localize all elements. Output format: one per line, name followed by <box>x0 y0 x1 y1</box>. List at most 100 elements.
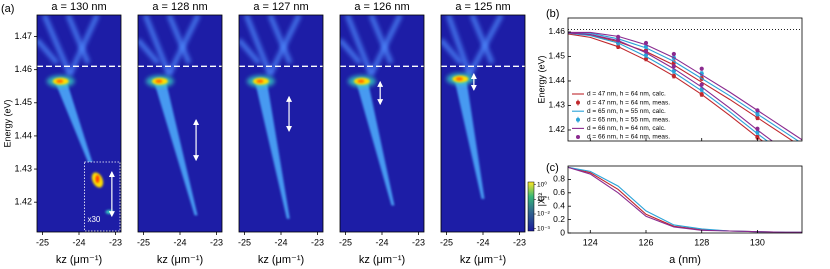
legend-label: d = 66 nm, h = 64 nm, calc. <box>587 125 666 132</box>
y-tick-label: 1.45 <box>548 51 565 61</box>
series-line <box>568 166 802 233</box>
heatmap-core <box>256 79 264 84</box>
x-axis-label: kz (μm⁻¹) <box>56 254 102 266</box>
panel-title: a = 128 nm <box>152 1 207 13</box>
series-line <box>568 31 802 141</box>
x-tick-label: -25 <box>137 237 150 247</box>
y-tick-label: 0.6 <box>553 187 565 197</box>
y-tick-label: 1.46 <box>548 26 565 36</box>
x-tick-label: 126 <box>638 237 653 247</box>
x-tick-label: -25 <box>339 237 352 247</box>
series-line <box>568 166 802 233</box>
heatmap-band <box>138 38 160 65</box>
colorbar-tick-label: 10⁻³ <box>537 225 551 232</box>
heatmap-image <box>138 15 222 232</box>
legend-swatch <box>576 135 580 139</box>
heatmap-band <box>469 15 495 65</box>
heatmap-band <box>441 38 463 65</box>
y-axis-label: Energy (eV) <box>536 55 546 103</box>
plot-area <box>568 29 802 141</box>
x-tick-label: -23 <box>109 237 122 247</box>
heatmap-core <box>357 79 365 84</box>
heatmap-band <box>142 15 172 76</box>
y-tick-label: 0.2 <box>553 214 565 224</box>
series-line <box>568 33 764 141</box>
y-tick-label: 1.42 <box>14 197 32 207</box>
heatmap-band <box>344 15 374 76</box>
heatmap-core <box>455 77 463 81</box>
series-line <box>568 32 769 141</box>
x-tick-label: -23 <box>210 237 223 247</box>
x-tick-label: 130 <box>750 237 765 247</box>
x-tick-label: -25 <box>238 237 251 247</box>
x-tick-label: -23 <box>513 237 526 247</box>
data-point <box>616 34 621 39</box>
data-point <box>755 115 760 120</box>
x-tick-label: -24 <box>476 237 489 247</box>
x-tick-label: -25 <box>36 237 49 247</box>
y-tick-label: 1.43 <box>14 163 32 173</box>
panel-title: a = 125 nm <box>455 1 510 13</box>
heatmap-band <box>65 15 91 65</box>
colorbar <box>527 181 535 232</box>
heatmap-band <box>445 15 472 76</box>
y-axis-label: |X|² <box>536 193 546 207</box>
y-axis-label: Energy (eV) <box>2 99 12 147</box>
heatmap-band <box>166 15 192 65</box>
heatmap-band <box>239 38 261 65</box>
series-line <box>568 166 802 233</box>
y-tick-label: 0.4 <box>553 200 565 210</box>
heatmap-band <box>368 15 394 65</box>
x-tick-label: -23 <box>311 237 324 247</box>
heatmap-band <box>243 15 273 76</box>
colorbar-tick-label: 10⁻¹ <box>537 196 551 203</box>
y-tick-label: 0 <box>560 227 565 237</box>
x-tick-label: -24 <box>274 237 287 247</box>
x-axis-label: kz (μm⁻¹) <box>258 254 304 266</box>
heatmap-band <box>267 15 293 65</box>
y-tick-label: 1.47 <box>14 31 32 41</box>
plot-area <box>568 166 802 233</box>
x-tick-label: 124 <box>583 237 598 247</box>
data-point <box>755 108 760 113</box>
heatmap-tail <box>454 78 485 199</box>
panel-title: a = 126 nm <box>354 1 409 13</box>
inset-core <box>95 175 100 183</box>
legend-swatch <box>576 117 580 122</box>
heatmap-tail <box>254 81 290 219</box>
legend-label: d = 65 nm, h = 55 nm, calc. <box>587 108 666 115</box>
legend-swatch <box>576 100 580 105</box>
y-tick-label: 1.44 <box>548 75 565 85</box>
series-line <box>568 32 800 141</box>
x-tick-label: -25 <box>440 237 453 247</box>
x-tick-label: -24 <box>173 237 186 247</box>
x-tick-label: -24 <box>375 237 388 247</box>
heatmap-image <box>441 15 525 232</box>
panel-title: a = 130 nm <box>51 1 106 13</box>
panel-title: a = 127 nm <box>253 1 308 13</box>
colorbar-tick-label: 10⁰ <box>537 180 547 188</box>
x-axis-label: kz (μm⁻¹) <box>157 254 203 266</box>
plot-frame <box>567 165 803 234</box>
y-tick-label: 1.43 <box>548 100 565 110</box>
data-point <box>671 64 676 69</box>
panel-label: (b) <box>546 8 559 20</box>
data-point <box>699 66 704 71</box>
x-axis-label: kz (μm⁻¹) <box>460 254 506 266</box>
heatmap-band <box>340 38 362 65</box>
y-tick-label: 1.42 <box>548 124 565 134</box>
data-point <box>755 111 760 117</box>
heatmap-band <box>67 15 100 76</box>
heatmap-tail <box>153 81 198 216</box>
series-line <box>568 32 794 141</box>
heatmap-tail <box>54 81 97 176</box>
panel-label: (a) <box>1 3 14 15</box>
heatmap-core <box>56 79 64 84</box>
y-tick-label: 1.46 <box>14 64 32 74</box>
heatmap-band <box>37 38 59 65</box>
heatmap-tail <box>355 81 395 206</box>
x-tick-label: -24 <box>72 237 85 247</box>
heatmap-image <box>37 15 121 232</box>
y-tick-label: 1.44 <box>14 130 32 140</box>
heatmap-image <box>340 15 424 232</box>
